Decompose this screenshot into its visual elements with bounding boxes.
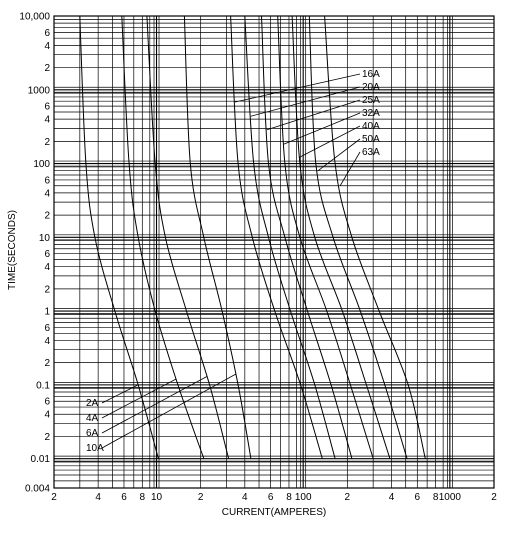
y-tick-label: 0.004 xyxy=(25,484,50,495)
y-tick-label: 2 xyxy=(44,63,50,74)
y-tick-label: 4 xyxy=(44,188,50,199)
x-tick-label: 8 xyxy=(286,492,292,503)
series-label-16a: 16A xyxy=(362,69,380,80)
y-tick-label: 0.01 xyxy=(31,454,51,465)
curve-6a xyxy=(146,15,230,459)
curve-20a xyxy=(244,15,336,459)
x-tick-label: 6 xyxy=(268,492,274,503)
leader-25a xyxy=(266,99,361,131)
leader-6a xyxy=(101,376,208,434)
curve-10a xyxy=(183,15,252,459)
series-label-32a: 32A xyxy=(362,108,380,119)
series-label-63a: 63A xyxy=(362,147,380,158)
leader-16a xyxy=(234,73,361,103)
leader-20a xyxy=(250,86,361,117)
series-label-25a: 25A xyxy=(362,95,380,106)
x-tick-label: 2 xyxy=(491,492,497,503)
leader-32a xyxy=(283,112,361,145)
y-tick-label: 2 xyxy=(44,137,50,148)
y-tick-label: 6 xyxy=(44,323,50,334)
x-tick-label: 2 xyxy=(51,492,57,503)
y-axis-label: TIME(SECONDS) xyxy=(7,210,18,290)
y-tick-label: 10,000 xyxy=(19,12,50,23)
chart-tick-labels: 2 4 6 8 10 2 4 6 8 100 2 4 6 8 1000 210,000642100064210… xyxy=(19,12,497,504)
x-tick-label: 4 xyxy=(242,492,248,503)
y-tick-label: 4 xyxy=(44,115,50,126)
y-tick-label: 2 xyxy=(44,284,50,295)
y-tick-label: 2 xyxy=(44,358,50,369)
curve-40a xyxy=(291,15,391,459)
x-tick-label: 10 xyxy=(151,492,163,503)
y-tick-label: 0.1 xyxy=(36,380,50,391)
y-tick-label: 4 xyxy=(44,262,50,273)
series-label-10a: 10A xyxy=(86,443,104,454)
y-tick-label: 1 xyxy=(44,307,50,318)
x-tick-label: 4 xyxy=(95,492,101,503)
series-label-40a: 40A xyxy=(362,121,380,132)
y-tick-label: 4 xyxy=(44,336,50,347)
y-tick-label: 4 xyxy=(44,410,50,421)
curve-16a xyxy=(230,15,323,459)
y-tick-label: 4 xyxy=(44,41,50,52)
chart-grid xyxy=(53,15,495,489)
x-tick-label: 4 xyxy=(389,492,395,503)
y-tick-label: 6 xyxy=(44,175,50,186)
leader-63a xyxy=(339,151,361,186)
series-label-2a: 2A xyxy=(86,398,99,409)
curve-63a xyxy=(324,15,426,459)
series-label-4a: 4A xyxy=(86,413,99,424)
x-tick-label: 100 xyxy=(295,492,312,503)
series-label-20a: 20A xyxy=(362,82,380,93)
series-label-50a: 50A xyxy=(362,134,380,145)
x-tick-label: 6 xyxy=(121,492,127,503)
y-tick-label: 1000 xyxy=(28,85,51,96)
y-tick-label: 6 xyxy=(44,397,50,408)
curve-32a xyxy=(277,15,374,459)
x-tick-label: 2 xyxy=(345,492,351,503)
series-label-6a: 6A xyxy=(86,428,99,439)
chart-label-leaders: 16A 20A 25A 32A 40A 50A 63A 2A 4A 6A 10A xyxy=(86,69,380,454)
x-tick-label: 8 xyxy=(140,492,146,503)
chart-curves xyxy=(79,15,426,459)
x-tick-label: 8 xyxy=(433,492,439,503)
y-tick-label: 6 xyxy=(44,28,50,39)
y-tick-label: 2 xyxy=(44,211,50,222)
x-tick-label: 1000 xyxy=(439,492,462,503)
leader-40a xyxy=(299,125,361,158)
leader-4a xyxy=(101,378,177,419)
curve-4a xyxy=(121,15,205,459)
curve-25a xyxy=(261,15,353,459)
y-tick-label: 6 xyxy=(44,102,50,113)
plot-frame xyxy=(53,15,495,489)
leader-10a xyxy=(101,373,236,449)
curve-2a xyxy=(79,15,159,459)
y-tick-label: 6 xyxy=(44,249,50,260)
curve-50a xyxy=(308,15,408,459)
leader-2a xyxy=(101,384,139,404)
y-tick-label: 10 xyxy=(39,233,51,244)
x-axis-label: CURRENT(AMPERES) xyxy=(222,507,326,518)
y-tick-label: 100 xyxy=(33,159,50,170)
x-tick-label: 6 xyxy=(415,492,421,503)
leader-50a xyxy=(317,138,361,172)
x-tick-label: 2 xyxy=(198,492,204,503)
y-tick-label: 2 xyxy=(44,432,50,443)
